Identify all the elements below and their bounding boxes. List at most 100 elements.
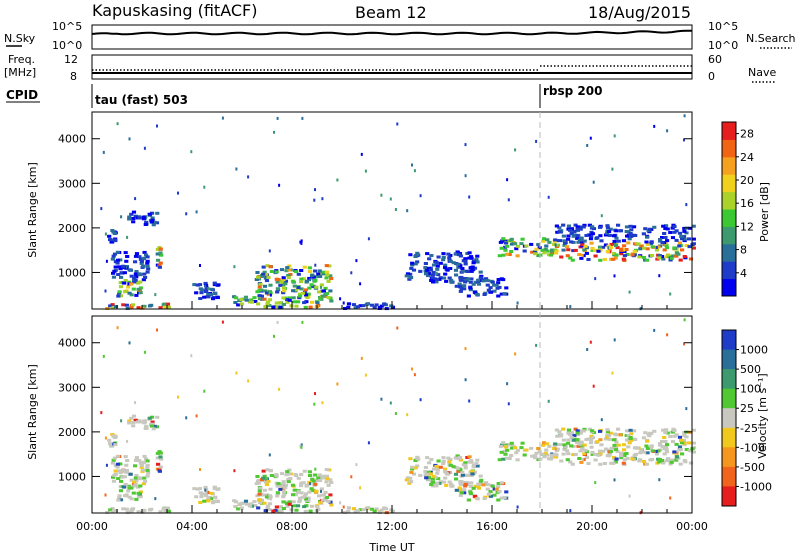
power-cell-245 — [274, 301, 279, 305]
power-cell-951 — [612, 234, 617, 238]
power-cell-260 — [252, 296, 257, 300]
power-cell-247 — [239, 302, 244, 306]
power-cell-123 — [156, 258, 161, 262]
velocity-cell-187 — [197, 487, 203, 491]
power-cell-214 — [291, 296, 296, 300]
power-cell-581 — [457, 282, 462, 286]
velocity-cell-97 — [141, 468, 146, 472]
velocity-cell-312 — [323, 490, 328, 494]
velocity-cell-924 — [664, 428, 669, 432]
power-ytick-label-0: 4000 — [58, 133, 86, 146]
velocity-cell-458 — [474, 462, 479, 466]
velocity-cell-344 — [326, 483, 331, 487]
power-cell-976 — [128, 137, 131, 141]
velocity-cell-555 — [458, 468, 463, 472]
power-cell-1003 — [313, 198, 316, 202]
power-cell-920 — [647, 227, 652, 231]
velocity-cell-726 — [593, 452, 598, 456]
velocity-cell-388 — [307, 470, 312, 474]
velocity-cell-514 — [435, 468, 440, 472]
power-cell-793 — [641, 256, 647, 259]
velocity-cell-1020 — [394, 412, 397, 415]
power-cell-30 — [118, 294, 124, 298]
power-cell-79 — [145, 261, 150, 265]
power-cell-856 — [580, 240, 585, 244]
velocity-cell-654 — [502, 449, 508, 453]
velocity-cell-405 — [300, 495, 305, 499]
power-cell-954 — [663, 227, 668, 230]
power-cell-854 — [658, 238, 663, 241]
power-cell-746 — [622, 254, 627, 258]
velocity-cell-408 — [318, 479, 323, 482]
velocity-cell-586 — [461, 482, 466, 486]
power-cell-754 — [561, 248, 566, 252]
cpid-row: CPID tau (fast) 503 rbsp 200 — [6, 84, 602, 108]
velocity-cell-310 — [301, 481, 306, 485]
velocity-cell-914 — [582, 427, 587, 431]
velocity-cell-148 — [141, 421, 146, 425]
velocity-cell-765 — [662, 452, 667, 456]
velocity-cell-265 — [234, 500, 239, 504]
power-cell-923 — [614, 229, 619, 233]
power-cell-595 — [468, 286, 473, 290]
power-cell-310 — [301, 277, 306, 281]
velocity-cell-331 — [268, 487, 273, 491]
velocity-cell-754 — [561, 452, 566, 456]
power-cell-236 — [271, 305, 276, 309]
velocity-cell-854 — [658, 442, 663, 445]
velocity-cell-716 — [590, 452, 595, 456]
power-cell-802 — [678, 258, 683, 262]
power-cell-1033 — [683, 138, 685, 142]
power-cell-914 — [582, 223, 587, 227]
power-cell-72 — [139, 261, 144, 265]
power-cell-971 — [652, 225, 657, 229]
velocity-cell-940 — [670, 430, 675, 434]
power-cell-399 — [302, 265, 307, 269]
velocity-cell-45 — [133, 482, 138, 486]
velocity-cell-396 — [257, 489, 262, 493]
power-cell-580 — [466, 294, 471, 298]
velocity-cell-968 — [557, 434, 562, 438]
power-cell-850 — [616, 223, 621, 227]
power-cell-784 — [598, 258, 603, 262]
power-cell-1008 — [134, 197, 137, 201]
power-cell-262 — [287, 298, 292, 302]
velocity-cell-803 — [605, 454, 610, 458]
power-cell-87 — [120, 271, 125, 275]
power-cell-897 — [616, 239, 621, 243]
velocity-cell-755 — [603, 447, 609, 451]
velocity-cell-123 — [156, 462, 161, 466]
power-cell-73 — [142, 272, 147, 276]
velocity-cbar-tick-label-0: 1000 — [740, 344, 768, 357]
velocity-cell-328 — [256, 479, 261, 483]
velocity-cell-817 — [602, 462, 607, 465]
power-cell-840 — [612, 239, 617, 243]
velocity-cell-686 — [505, 456, 510, 460]
velocity-cell-219 — [262, 501, 267, 505]
velocity-cell-205 — [285, 504, 290, 508]
velocity-cell-604 — [454, 488, 459, 492]
power-cell-1058 — [380, 193, 383, 197]
velocity-cell-643 — [498, 444, 503, 448]
power-cbar-seg-0 — [722, 278, 736, 297]
power-cell-386 — [317, 290, 322, 294]
date-title: 18/Aug/2015 — [588, 3, 691, 22]
power-cell-253 — [244, 298, 249, 302]
velocity-cell-893 — [573, 427, 578, 431]
power-cell-369 — [307, 286, 312, 290]
velocity-cell-788 — [630, 457, 635, 461]
velocity-cell-169 — [108, 442, 113, 446]
power-cell-716 — [590, 248, 595, 252]
power-cell-506 — [404, 274, 409, 278]
power-cell-1054 — [364, 169, 367, 173]
velocity-cell-245 — [274, 505, 279, 509]
power-cell-31 — [138, 286, 143, 290]
power-cell-349 — [324, 270, 330, 274]
power-cell-513 — [427, 257, 432, 261]
xtick-label-4: 16:00 — [476, 520, 508, 533]
velocity-cell-434 — [442, 480, 447, 484]
power-cell-829 — [642, 246, 647, 250]
power-cell-924 — [664, 224, 669, 228]
